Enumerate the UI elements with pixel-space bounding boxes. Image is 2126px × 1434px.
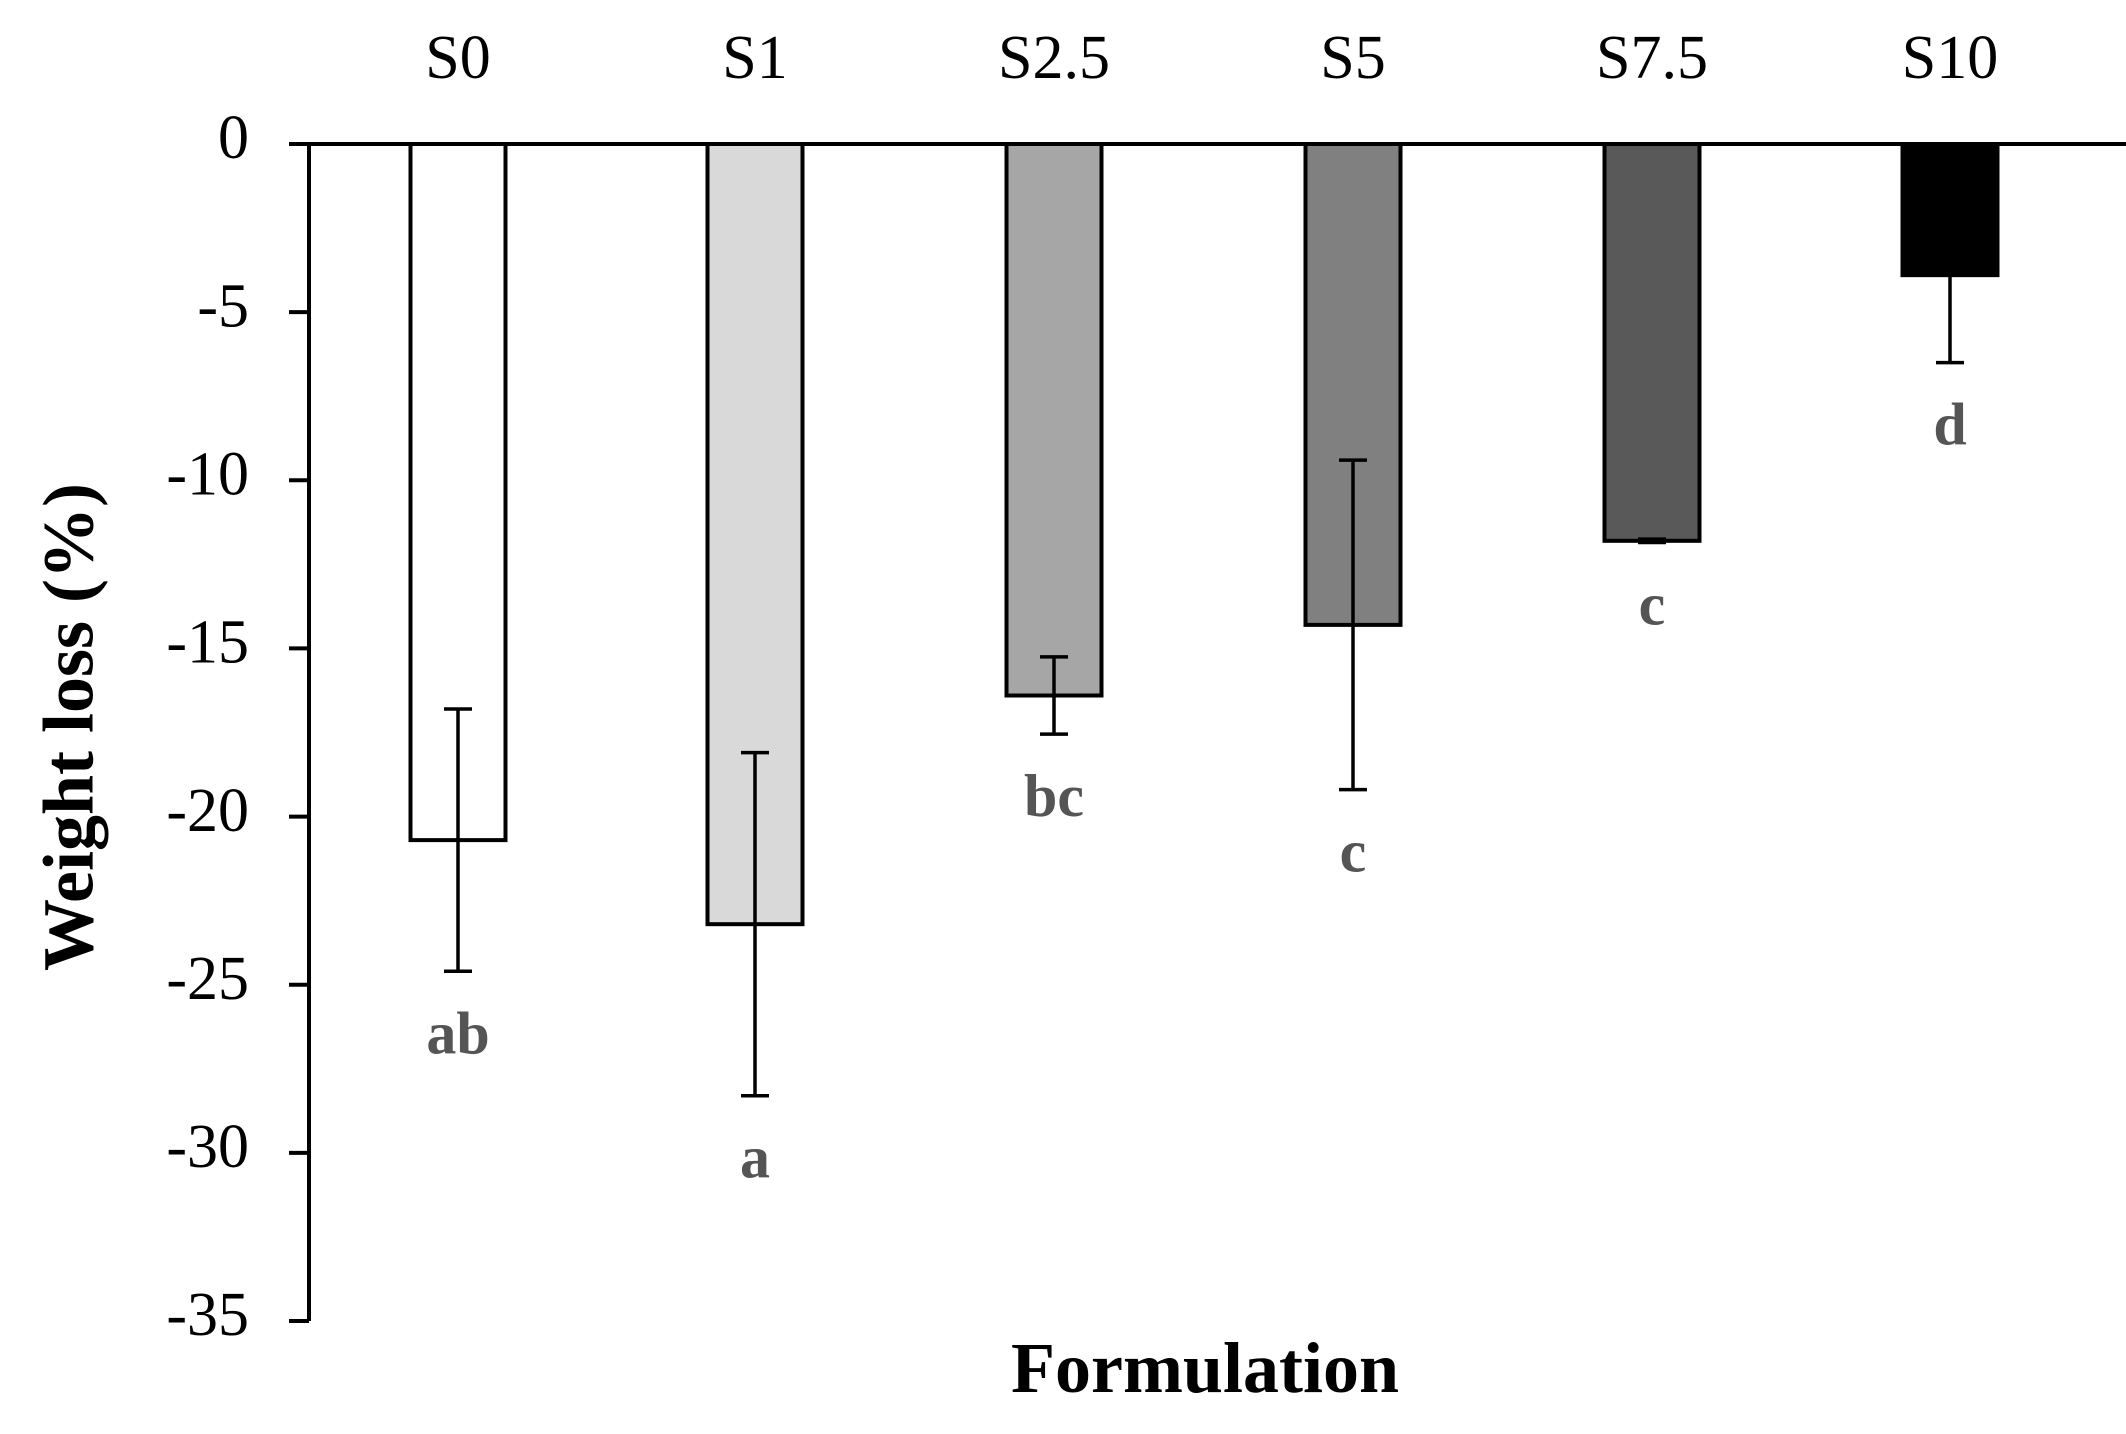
y-tick-label: -20 bbox=[166, 777, 249, 845]
significance-label: c bbox=[1340, 819, 1367, 885]
significance-label: bc bbox=[1024, 763, 1084, 829]
y-tick-label: -35 bbox=[166, 1281, 249, 1349]
category-label: S2.5 bbox=[998, 24, 1110, 92]
category-label: S0 bbox=[425, 24, 490, 92]
y-tick-label: -5 bbox=[197, 272, 249, 340]
significance-label: c bbox=[1639, 571, 1666, 637]
y-tick-label: -15 bbox=[166, 609, 249, 677]
bar bbox=[1602, 142, 1702, 543]
y-tick-label: -25 bbox=[166, 945, 249, 1013]
category-label: S5 bbox=[1320, 24, 1385, 92]
significance-label: d bbox=[1933, 392, 1966, 458]
category-label: S1 bbox=[722, 24, 787, 92]
category-label: S7.5 bbox=[1596, 24, 1708, 92]
significance-label: a bbox=[740, 1125, 770, 1191]
y-tick-label: -30 bbox=[166, 1113, 249, 1181]
bar bbox=[1004, 142, 1104, 698]
x-axis-title: Formulation bbox=[1011, 1328, 1399, 1408]
significance-label: ab bbox=[426, 1000, 489, 1066]
category-label: S10 bbox=[1902, 24, 1998, 92]
y-tick-label: -10 bbox=[166, 441, 249, 509]
y-axis-title: Weight loss (%) bbox=[29, 483, 109, 971]
y-tick-label: 0 bbox=[218, 104, 249, 172]
